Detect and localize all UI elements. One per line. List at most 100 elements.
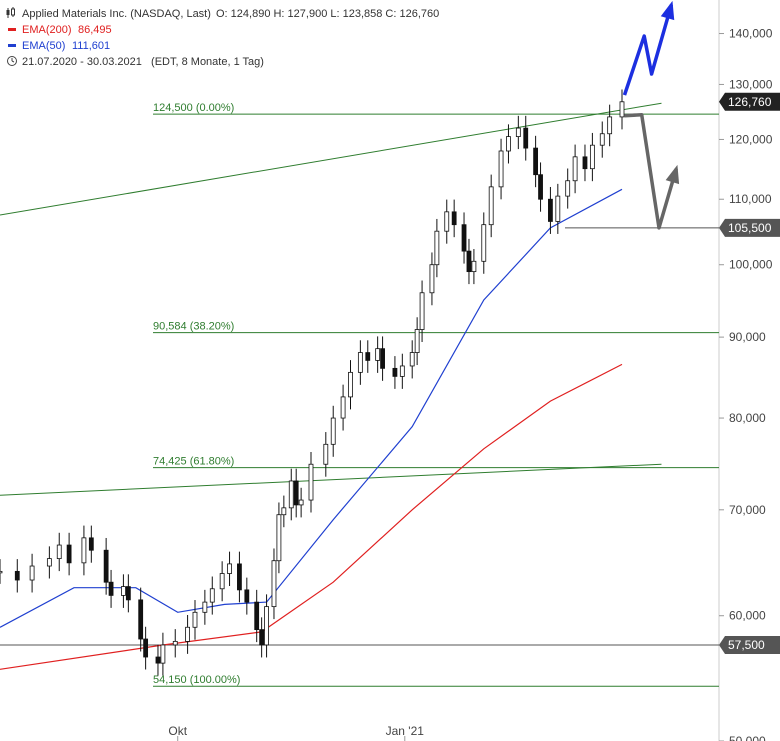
- candle-body: [172, 640, 178, 646]
- candle: [619, 89, 625, 130]
- bullish-arrowhead: [660, 0, 675, 21]
- candle-body: [0, 570, 3, 574]
- candle: [498, 138, 504, 200]
- candle-body: [66, 544, 72, 564]
- candle-body: [209, 588, 215, 603]
- candle: [330, 405, 336, 457]
- candle-body: [227, 563, 232, 574]
- candle: [271, 548, 277, 620]
- candle: [288, 468, 294, 521]
- candle-body: [555, 195, 561, 222]
- candle-body: [254, 601, 260, 631]
- candle-body: [264, 606, 269, 646]
- y-tick-label: 60,000: [729, 609, 766, 623]
- candle: [293, 468, 299, 518]
- candle-body: [138, 599, 144, 640]
- candle: [565, 168, 571, 209]
- candle: [14, 559, 20, 593]
- support-price-tag: 57,500: [719, 635, 780, 654]
- candles-icon: [6, 7, 15, 18]
- ema200-label: EMA(200): [22, 24, 72, 36]
- candle: [281, 495, 287, 528]
- ema50-swatch: [8, 44, 16, 47]
- y-tick-label: 130,000: [729, 77, 773, 91]
- candle-body: [414, 329, 420, 353]
- candle: [471, 249, 477, 285]
- candle-body: [365, 352, 371, 361]
- candle-body: [271, 560, 277, 608]
- y-tick-layer: 50,000 60,000 70,000 80,000 90,000 100,000 110…: [719, 27, 773, 741]
- y-tick-label: 70,000: [729, 503, 766, 517]
- bearish-arrowhead: [665, 164, 680, 185]
- candle-body: [103, 549, 109, 583]
- candle-body: [380, 348, 385, 369]
- candle-body: [619, 101, 625, 118]
- candle: [56, 532, 62, 572]
- candle: [340, 384, 346, 431]
- candle: [0, 559, 3, 584]
- candle: [572, 144, 578, 194]
- candle: [103, 537, 109, 595]
- candle-body: [515, 127, 521, 137]
- candle: [555, 183, 561, 234]
- candle-body: [46, 558, 52, 567]
- candle: [138, 587, 144, 652]
- candle: [219, 561, 225, 602]
- candle: [515, 115, 521, 150]
- candle-body: [599, 133, 605, 146]
- candle: [237, 551, 242, 603]
- candle: [434, 218, 440, 278]
- last-price-tag: 126,760: [719, 92, 780, 111]
- ema200-line: [0, 363, 623, 670]
- candle-body: [160, 644, 166, 664]
- chart-header: Applied Materials Inc. (NASDAQ, Last) O:…: [6, 7, 439, 68]
- candle-body: [29, 565, 35, 581]
- candle: [81, 525, 87, 576]
- candle: [375, 336, 381, 373]
- trendline: [0, 102, 662, 216]
- support-lines: [0, 227, 719, 646]
- candle-body: [323, 443, 329, 465]
- candle: [46, 546, 52, 579]
- candle-body: [185, 626, 190, 642]
- candle: [506, 124, 511, 164]
- candle-body: [466, 250, 472, 273]
- candle: [244, 577, 250, 615]
- candle-body: [56, 544, 62, 560]
- price-candles: [0, 89, 625, 676]
- candle: [392, 356, 398, 389]
- y-tick-label: 110,000: [729, 192, 772, 206]
- candle-body: [108, 581, 114, 596]
- bearish-scenario-path: [624, 112, 678, 230]
- support-price-tag-label: 57,500: [728, 638, 765, 652]
- candle-body: [434, 230, 440, 266]
- trendline: [0, 463, 662, 496]
- candle-body: [192, 611, 198, 628]
- candle-body: [506, 136, 511, 152]
- candle: [589, 132, 595, 182]
- candle: [414, 317, 420, 366]
- candle: [466, 238, 472, 285]
- candle-body: [429, 264, 435, 294]
- candle: [192, 600, 198, 640]
- candle-body: [288, 480, 294, 509]
- y-tick-label: 100,000: [729, 258, 773, 272]
- candle: [202, 589, 208, 625]
- candle-body: [572, 156, 578, 182]
- support-price-tag-bg: [719, 635, 780, 654]
- candle-body: [155, 656, 161, 664]
- candle-body: [523, 127, 529, 149]
- candle-body: [399, 365, 405, 377]
- candle-body: [259, 629, 265, 646]
- candle: [582, 144, 588, 182]
- fib-level-label: 74,425 (61.80%): [153, 456, 234, 468]
- candle-body: [481, 224, 487, 262]
- candle-body: [202, 601, 208, 613]
- candle: [125, 574, 131, 613]
- candle-body: [498, 150, 504, 188]
- bullish-scenario-path: [622, 4, 674, 96]
- candle-body: [392, 367, 398, 377]
- candle-body: [308, 463, 314, 501]
- candle: [599, 121, 605, 158]
